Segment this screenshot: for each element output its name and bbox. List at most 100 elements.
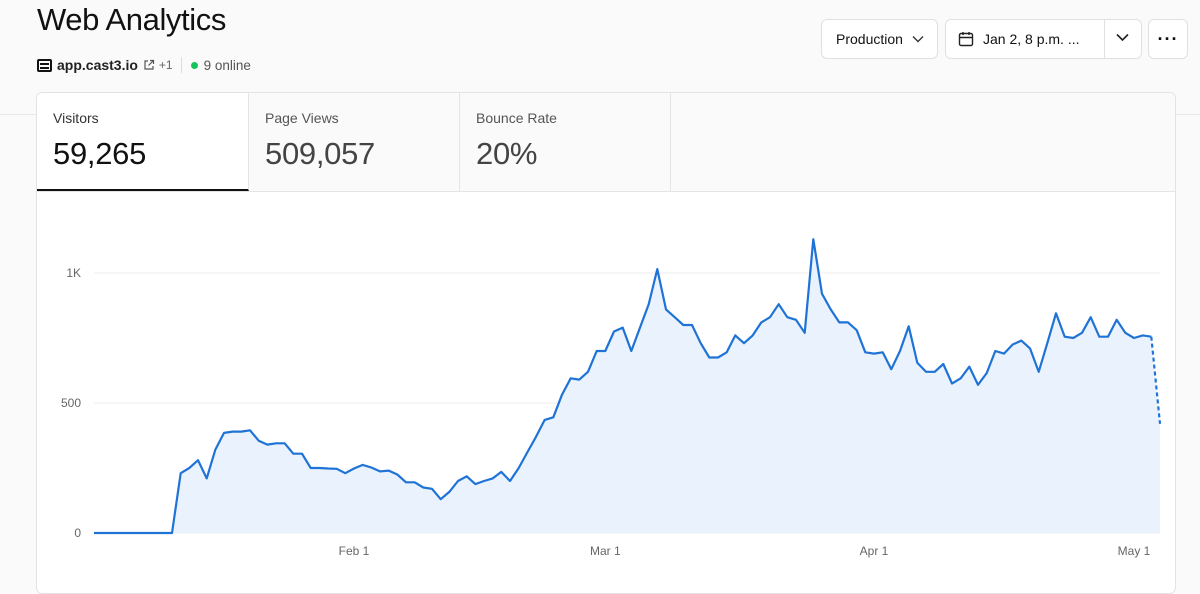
- data-point[interactable]: [1002, 352, 1006, 356]
- data-point[interactable]: [959, 376, 963, 380]
- data-point[interactable]: [907, 324, 911, 328]
- data-point[interactable]: [716, 356, 720, 360]
- data-point[interactable]: [222, 431, 226, 435]
- data-point[interactable]: [179, 471, 183, 475]
- data-point[interactable]: [898, 349, 902, 353]
- data-point[interactable]: [1141, 333, 1145, 337]
- data-point[interactable]: [551, 415, 555, 419]
- tab-bounce-rate[interactable]: Bounce Rate 20%: [460, 93, 671, 191]
- data-point[interactable]: [291, 452, 295, 456]
- data-point[interactable]: [924, 370, 928, 374]
- data-point[interactable]: [881, 350, 885, 354]
- data-point[interactable]: [638, 326, 642, 330]
- data-point[interactable]: [725, 350, 729, 354]
- data-point[interactable]: [465, 474, 469, 478]
- data-point[interactable]: [127, 531, 131, 535]
- data-point[interactable]: [647, 302, 651, 306]
- data-point[interactable]: [517, 466, 521, 470]
- data-point[interactable]: [846, 320, 850, 324]
- tab-visitors[interactable]: Visitors 59,265: [37, 93, 249, 191]
- data-point[interactable]: [283, 441, 287, 445]
- data-point[interactable]: [439, 497, 443, 501]
- data-point[interactable]: [395, 473, 399, 477]
- data-point[interactable]: [170, 531, 174, 535]
- data-point[interactable]: [751, 333, 755, 337]
- data-point[interactable]: [560, 393, 564, 397]
- data-point[interactable]: [933, 370, 937, 374]
- data-point[interactable]: [430, 487, 434, 491]
- data-point[interactable]: [699, 341, 703, 345]
- data-point[interactable]: [811, 237, 815, 241]
- data-point[interactable]: [768, 315, 772, 319]
- data-point[interactable]: [941, 362, 945, 366]
- data-point[interactable]: [1071, 336, 1075, 340]
- data-point[interactable]: [681, 323, 685, 327]
- data-point[interactable]: [499, 470, 503, 474]
- data-point[interactable]: [985, 371, 989, 375]
- data-point[interactable]: [1045, 341, 1049, 345]
- data-point[interactable]: [1019, 339, 1023, 343]
- domain-link[interactable]: app.cast3.io: [57, 57, 138, 73]
- environment-select[interactable]: Production: [821, 19, 938, 59]
- data-point[interactable]: [612, 330, 616, 334]
- data-point[interactable]: [915, 361, 919, 365]
- data-point[interactable]: [421, 486, 425, 490]
- data-point[interactable]: [1106, 335, 1110, 339]
- data-point[interactable]: [1011, 343, 1015, 347]
- data-point[interactable]: [404, 480, 408, 484]
- data-point[interactable]: [621, 326, 625, 330]
- data-point[interactable]: [378, 469, 382, 473]
- data-point[interactable]: [369, 465, 373, 469]
- data-point[interactable]: [387, 469, 391, 473]
- data-point[interactable]: [577, 378, 581, 382]
- data-point[interactable]: [265, 443, 269, 447]
- data-point[interactable]: [872, 352, 876, 356]
- data-point[interactable]: [603, 349, 607, 353]
- data-point[interactable]: [352, 467, 356, 471]
- data-point[interactable]: [655, 267, 659, 271]
- data-point[interactable]: [664, 307, 668, 311]
- data-point[interactable]: [586, 370, 590, 374]
- data-point[interactable]: [629, 349, 633, 353]
- data-point[interactable]: [187, 466, 191, 470]
- more-domains-count[interactable]: +1: [158, 58, 173, 72]
- data-point[interactable]: [300, 452, 304, 456]
- data-point[interactable]: [413, 480, 417, 484]
- data-point[interactable]: [92, 531, 96, 535]
- data-point[interactable]: [742, 341, 746, 345]
- data-point[interactable]: [161, 531, 165, 535]
- data-point[interactable]: [343, 471, 347, 475]
- data-point[interactable]: [456, 479, 460, 483]
- data-point[interactable]: [759, 320, 763, 324]
- tab-page-views[interactable]: Page Views 509,057: [249, 93, 460, 191]
- data-point[interactable]: [993, 349, 997, 353]
- data-point[interactable]: [1054, 311, 1058, 315]
- data-point[interactable]: [855, 328, 859, 332]
- data-point[interactable]: [135, 531, 139, 535]
- data-point[interactable]: [1028, 346, 1032, 350]
- data-point[interactable]: [248, 428, 252, 432]
- data-point[interactable]: [829, 307, 833, 311]
- data-point[interactable]: [595, 349, 599, 353]
- data-point[interactable]: [361, 463, 365, 467]
- external-link-icon[interactable]: [143, 59, 155, 71]
- data-point[interactable]: [794, 318, 798, 322]
- date-range-picker[interactable]: Jan 2, 8 p.m. ...: [945, 19, 1142, 59]
- data-point[interactable]: [803, 331, 807, 335]
- data-point[interactable]: [317, 466, 321, 470]
- data-point[interactable]: [118, 531, 122, 535]
- data-point[interactable]: [482, 479, 486, 483]
- data-point[interactable]: [733, 333, 737, 337]
- data-point[interactable]: [967, 365, 971, 369]
- data-point[interactable]: [950, 382, 954, 386]
- more-options-button[interactable]: ···: [1148, 19, 1188, 59]
- data-point[interactable]: [326, 467, 330, 471]
- data-point[interactable]: [101, 531, 105, 535]
- data-point[interactable]: [274, 441, 278, 445]
- data-point[interactable]: [1037, 370, 1041, 374]
- data-point[interactable]: [785, 315, 789, 319]
- data-point[interactable]: [205, 476, 209, 480]
- data-point[interactable]: [889, 367, 893, 371]
- data-point[interactable]: [491, 476, 495, 480]
- data-point[interactable]: [1063, 335, 1067, 339]
